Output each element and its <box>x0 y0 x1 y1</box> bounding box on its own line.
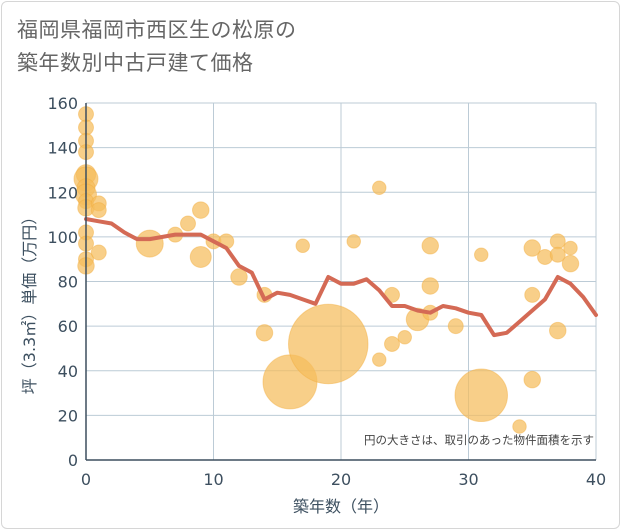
y-tick-label-60: 60 <box>58 317 78 336</box>
bubble-42 <box>454 368 508 423</box>
bubble-51 <box>563 240 578 256</box>
y-tick-label-40: 40 <box>58 362 78 381</box>
x-tick-label-20: 20 <box>331 470 351 489</box>
y-tick-labels: 0 20 40 60 80 100 120 140 160 <box>47 94 78 470</box>
y-tick-label-120: 120 <box>47 183 78 202</box>
bubble-29 <box>288 303 369 385</box>
bubble-44 <box>523 239 541 257</box>
y-tick-label-20: 20 <box>58 406 78 425</box>
x-tick-label-40: 40 <box>586 470 606 489</box>
bubble-43 <box>512 419 527 434</box>
bubble-30 <box>346 234 361 249</box>
chart-title: 福岡県福岡市西区生の松原の 築年数別中古戸建て価格 <box>17 14 297 80</box>
y-tick-label-100: 100 <box>47 228 78 247</box>
bubble-35 <box>397 330 412 345</box>
bubble-52 <box>561 254 580 273</box>
bubble-34 <box>384 335 400 352</box>
chart-title-line-2: 築年数別中古戸建て価格 <box>17 51 254 75</box>
x-axis-label: 築年数（年） <box>293 497 389 516</box>
bubble-40 <box>447 318 464 335</box>
bubble-50 <box>549 321 567 340</box>
bubble-49 <box>549 246 566 263</box>
y-tick-label-160: 160 <box>47 94 78 113</box>
bubble-48 <box>549 233 566 250</box>
y-axis-label: 坪（3.3㎡）単価（万円） <box>20 209 39 394</box>
x-tick-label-10: 10 <box>203 470 223 489</box>
y-tick-label-140: 140 <box>47 139 78 158</box>
chart-title-line-1: 福岡県福岡市西区生の松原の <box>17 18 297 42</box>
bubble-19 <box>180 215 196 232</box>
bubble-16 <box>90 244 107 261</box>
bubble-46 <box>523 370 541 389</box>
bubble-21 <box>189 245 212 268</box>
bubble-38 <box>421 277 439 295</box>
bubble-41 <box>474 247 489 262</box>
bubble-32 <box>372 352 387 367</box>
y-tick-label-80: 80 <box>58 273 78 292</box>
bubble-17 <box>135 229 164 258</box>
bubble-37 <box>421 237 439 255</box>
trend-line-group <box>84 217 598 338</box>
bubble-size-note: 円の大きさは、取引のあった物件面積を示す <box>364 433 594 447</box>
bubble-31 <box>372 180 387 196</box>
bubble-28 <box>295 238 310 254</box>
x-tick-label-30: 30 <box>458 470 478 489</box>
axes <box>85 103 596 461</box>
x-tick-labels: 0 10 20 30 40 <box>81 470 606 489</box>
bubble-series <box>73 106 580 434</box>
y-tick-label-0: 0 <box>68 451 78 470</box>
average-price-line <box>84 217 598 338</box>
bubble-24 <box>230 268 248 286</box>
x-tick-label-0: 0 <box>81 470 91 489</box>
bubble-45 <box>524 286 541 303</box>
bubble-15 <box>90 202 107 219</box>
bubble-26 <box>255 324 274 342</box>
bubble-20 <box>192 201 210 219</box>
